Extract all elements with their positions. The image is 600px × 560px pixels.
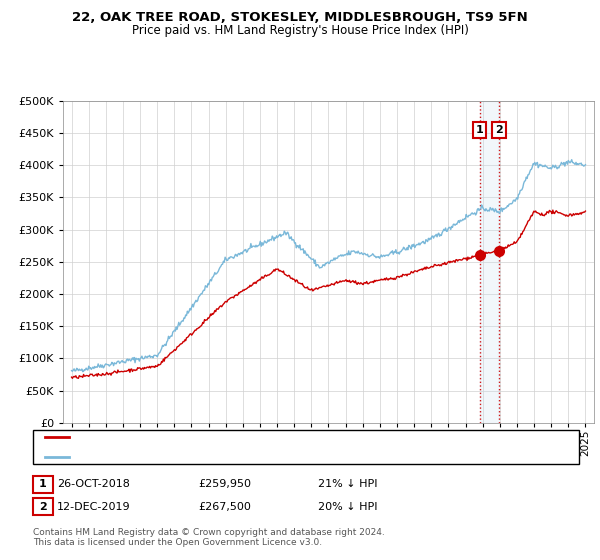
Text: £267,500: £267,500 (198, 502, 251, 512)
Text: 1: 1 (476, 125, 484, 135)
Text: Price paid vs. HM Land Registry's House Price Index (HPI): Price paid vs. HM Land Registry's House … (131, 24, 469, 36)
Text: 12-DEC-2019: 12-DEC-2019 (57, 502, 131, 512)
Text: Contains HM Land Registry data © Crown copyright and database right 2024.
This d: Contains HM Land Registry data © Crown c… (33, 528, 385, 547)
Bar (479, 101, 499, 423)
Text: 2: 2 (39, 502, 47, 512)
Text: 1: 1 (39, 479, 47, 489)
Text: 21% ↓ HPI: 21% ↓ HPI (318, 479, 377, 489)
Text: 26-OCT-2018: 26-OCT-2018 (57, 479, 130, 489)
Text: 20% ↓ HPI: 20% ↓ HPI (318, 502, 377, 512)
Text: 22, OAK TREE ROAD, STOKESLEY, MIDDLESBROUGH, TS9 5FN: 22, OAK TREE ROAD, STOKESLEY, MIDDLESBRO… (72, 11, 528, 24)
Text: £259,950: £259,950 (198, 479, 251, 489)
Text: 22, OAK TREE ROAD, STOKESLEY, MIDDLESBROUGH, TS9 5FN (detached house): 22, OAK TREE ROAD, STOKESLEY, MIDDLESBRO… (75, 432, 490, 442)
Text: 2: 2 (495, 125, 503, 135)
Text: HPI: Average price, detached house, North Yorkshire: HPI: Average price, detached house, Nort… (75, 452, 348, 462)
